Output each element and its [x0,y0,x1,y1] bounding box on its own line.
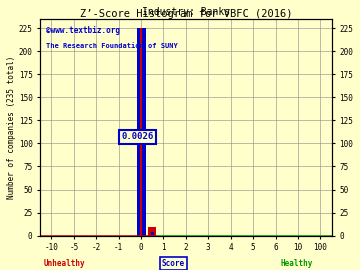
Bar [136,28,145,236]
Text: Industry: Banks: Industry: Banks [142,7,230,17]
Bar [151,232,154,236]
Text: Score: Score [162,259,185,268]
Bar [140,28,142,236]
Text: The Research Foundation of SUNY: The Research Foundation of SUNY [46,43,178,49]
Y-axis label: Number of companies (235 total): Number of companies (235 total) [7,56,16,199]
Title: Z’-Score Histogram for VBFC (2016): Z’-Score Histogram for VBFC (2016) [80,9,292,19]
Bar [148,227,156,236]
Text: ©www.textbiz.org: ©www.textbiz.org [46,26,120,35]
Text: Unhealthy: Unhealthy [43,259,85,268]
Text: Healthy: Healthy [281,259,313,268]
Text: 0.0026: 0.0026 [122,133,154,141]
